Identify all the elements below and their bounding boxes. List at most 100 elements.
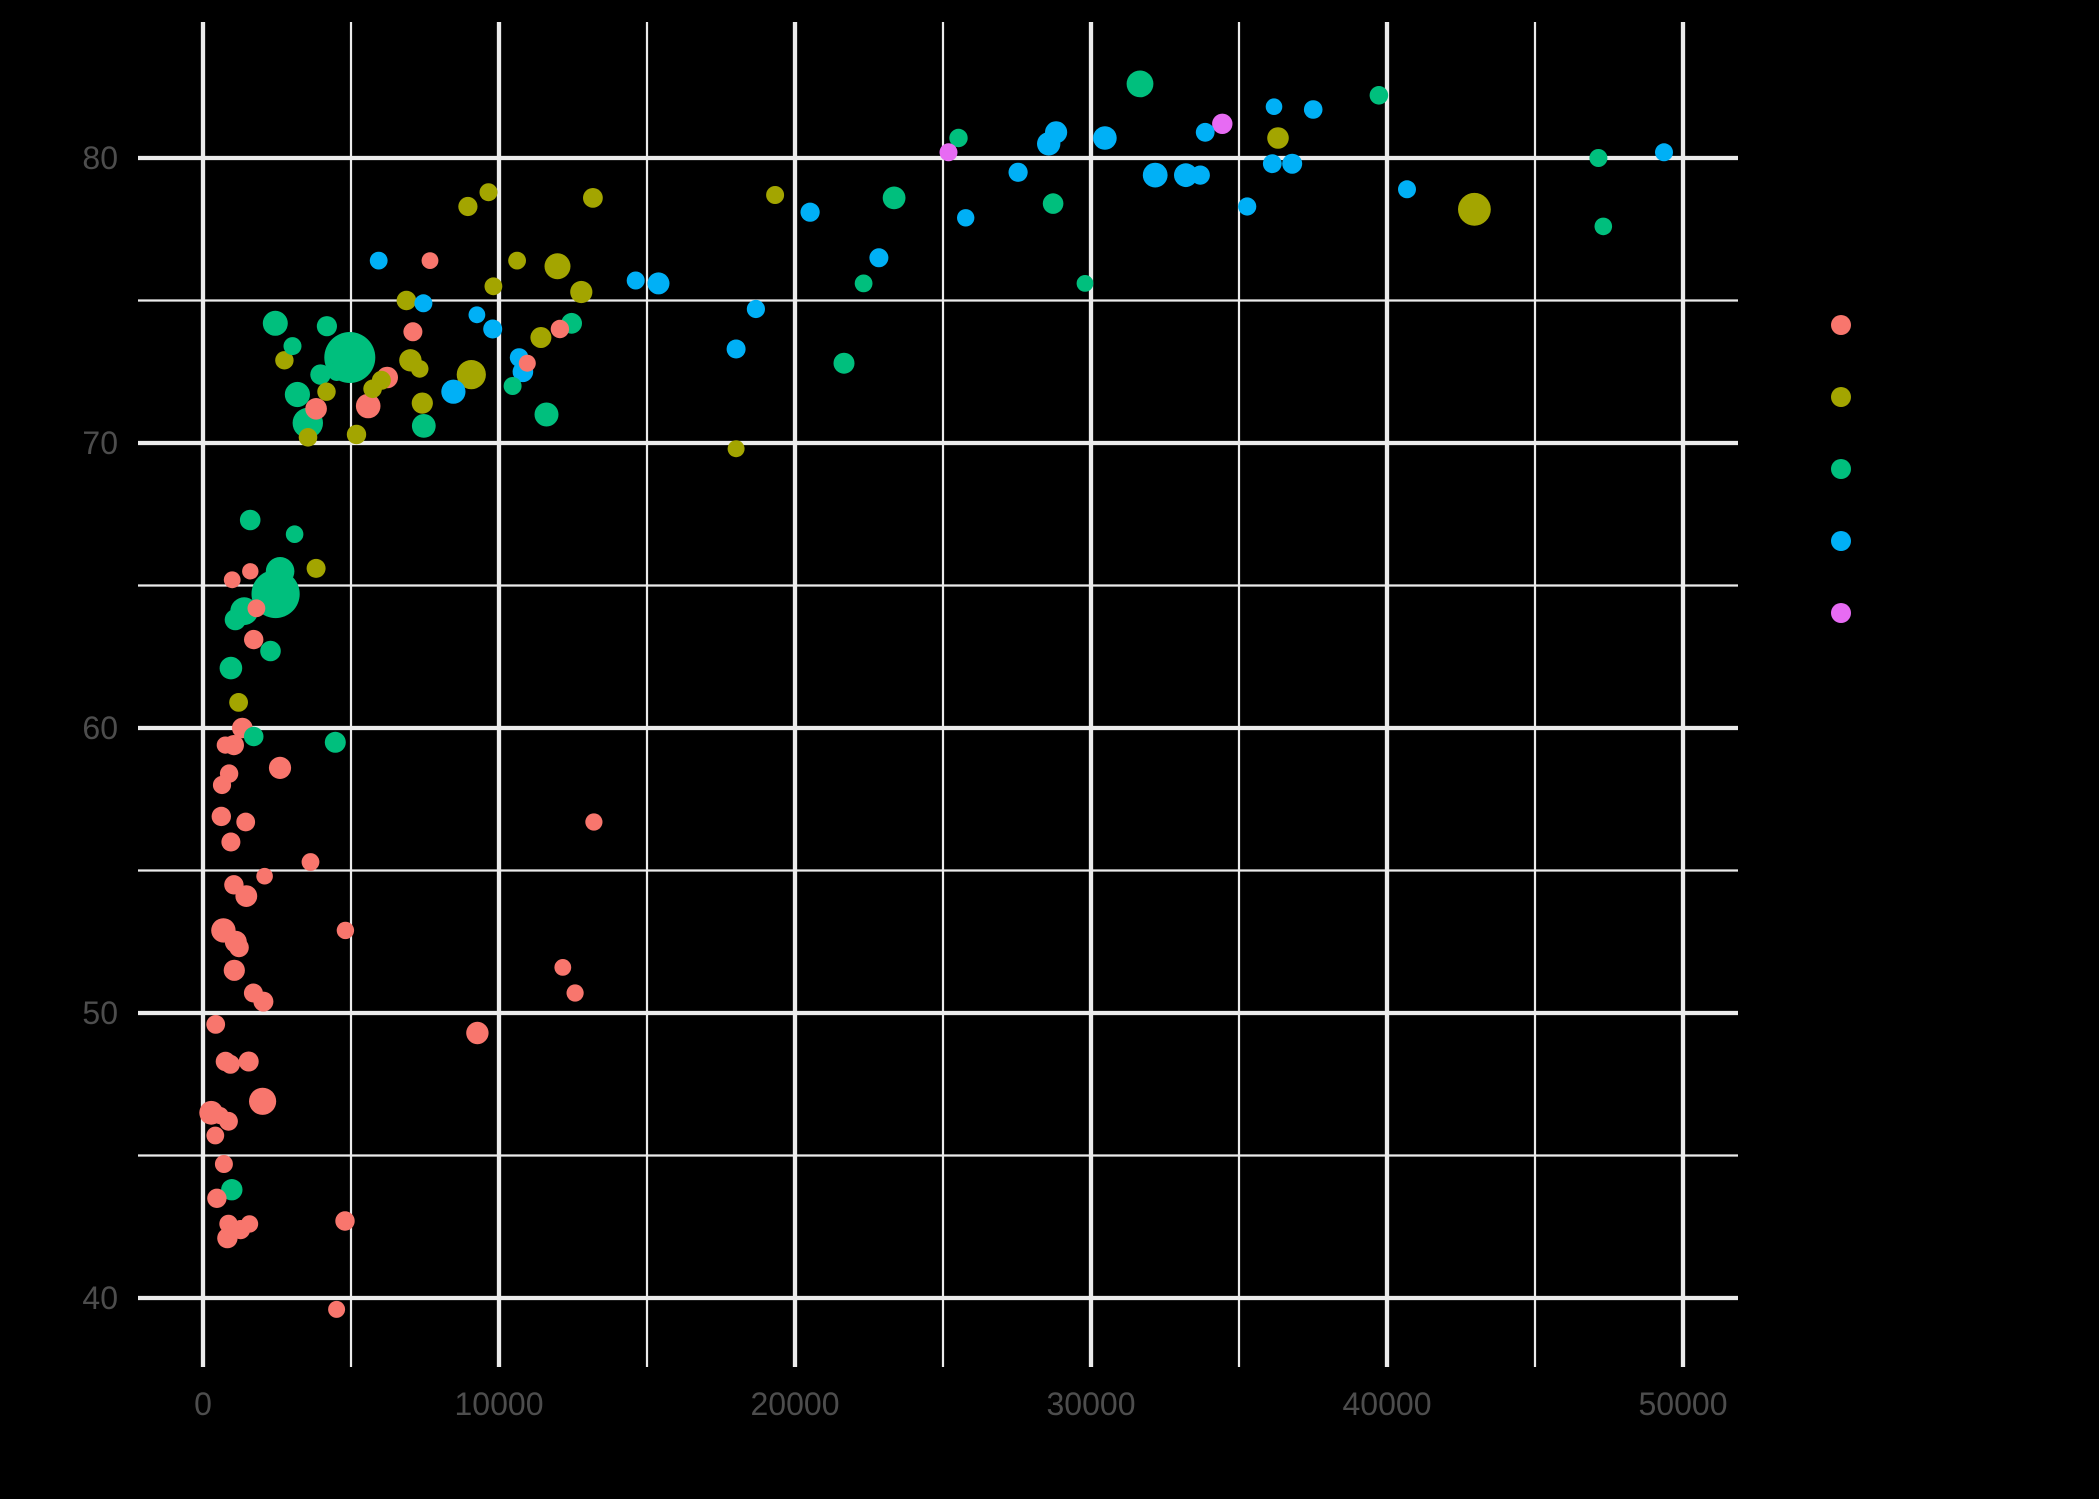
x-tick-label: 10000 — [455, 1386, 544, 1422]
data-point-americas — [570, 280, 593, 304]
data-point-asia — [324, 731, 346, 753]
data-point-americas — [544, 253, 571, 280]
data-point-europe — [647, 272, 670, 295]
data-point-europe — [1093, 126, 1117, 150]
data-point-europe — [746, 299, 766, 319]
data-point-americas — [766, 186, 785, 204]
data-point-asia — [1594, 217, 1613, 236]
data-point-africa — [240, 1215, 259, 1233]
data-point-africa — [223, 959, 245, 981]
data-point-africa — [421, 252, 439, 269]
data-point-asia — [1042, 193, 1064, 214]
data-point-asia — [285, 525, 304, 543]
data-point-europe — [414, 294, 433, 313]
data-point-africa — [211, 806, 231, 827]
y-tick-label: 60 — [82, 710, 118, 746]
data-point-americas — [346, 424, 367, 445]
data-point-africa — [328, 1300, 346, 1318]
data-point-europe — [1008, 162, 1028, 182]
data-point-asia — [262, 310, 288, 336]
y-axis: 40 50 60 70 80 — [82, 140, 118, 1316]
data-point-africa — [336, 921, 355, 940]
data-point-africa — [466, 1021, 489, 1045]
data-point-asia — [503, 377, 522, 395]
data-point-africa — [238, 1051, 259, 1072]
data-point-africa — [229, 937, 249, 958]
data-point-africa — [207, 1188, 227, 1209]
data-point-africa — [219, 1214, 238, 1234]
data-point-africa — [403, 322, 423, 342]
data-point-africa — [206, 1015, 226, 1034]
data-point-americas — [317, 382, 336, 401]
y-tick-label: 80 — [82, 140, 118, 176]
data-point-africa — [301, 853, 320, 871]
data-point-africa — [243, 983, 263, 1003]
data-point-asia — [1076, 275, 1094, 292]
data-point-americas — [456, 360, 486, 390]
data-point-africa — [247, 599, 266, 618]
data-point-americas — [411, 392, 433, 414]
data-point-americas — [458, 196, 478, 217]
data-point-asia — [219, 656, 243, 680]
data-point-africa — [585, 813, 603, 831]
data-point-americas — [583, 188, 603, 208]
data-point-africa — [236, 812, 256, 832]
data-point-africa — [220, 1054, 240, 1074]
data-point-africa — [256, 867, 273, 885]
data-point-europe — [1190, 165, 1210, 185]
x-tick-label: 50000 — [1639, 1386, 1728, 1422]
legend — [1831, 315, 1851, 623]
data-point-asia — [224, 609, 246, 631]
data-point-oceania — [1212, 113, 1233, 134]
data-point-europe — [1176, 168, 1195, 188]
data-point-europe — [726, 339, 746, 359]
data-point-africa — [550, 319, 570, 339]
major-gridlines — [138, 22, 1738, 1367]
data-point-africa — [212, 775, 232, 795]
data-point-africa — [249, 1087, 277, 1115]
data-point-asia — [316, 316, 337, 337]
data-point-europe — [957, 209, 975, 227]
data-point-asia — [283, 337, 302, 356]
data-point-americas — [1458, 192, 1491, 226]
data-point-africa — [223, 571, 241, 589]
data-point-americas — [479, 183, 498, 202]
data-point-asia — [411, 414, 436, 438]
data-point-europe — [1265, 98, 1283, 115]
data-point-africa — [305, 398, 327, 420]
x-axis: 0 10000 20000 30000 40000 50000 — [194, 1386, 1727, 1422]
data-point-europe — [1655, 143, 1673, 162]
data-point-africa — [216, 736, 234, 754]
data-point-africa — [566, 984, 584, 1002]
data-point-asia — [854, 274, 873, 293]
data-point-americas — [410, 360, 429, 378]
legend-key-asia — [1831, 459, 1851, 479]
data-point-asia — [833, 352, 855, 374]
data-point-europe — [1262, 154, 1282, 174]
data-point-asia — [882, 186, 906, 210]
legend-key-africa — [1831, 315, 1851, 335]
data-point-asia — [265, 557, 295, 586]
data-point-asia — [534, 402, 559, 427]
data-point-americas — [298, 428, 318, 447]
data-point-africa — [335, 1211, 355, 1231]
x-tick-label: 20000 — [751, 1386, 840, 1422]
data-point-europe — [369, 251, 388, 270]
data-point-asia — [327, 362, 346, 381]
data-point-europe — [468, 306, 486, 324]
data-point-europe — [869, 248, 889, 268]
data-point-americas — [727, 440, 745, 458]
data-point-americas — [508, 251, 526, 270]
data-point-europe — [1282, 153, 1303, 174]
y-tick-label: 50 — [82, 995, 118, 1031]
minor-gridlines — [138, 22, 1738, 1367]
data-point-africa — [355, 393, 381, 419]
data-point-americas — [363, 379, 382, 399]
data-point-asia — [239, 509, 261, 531]
data-point-africa — [214, 1155, 233, 1173]
data-point-americas — [396, 290, 417, 311]
data-point-asia — [949, 128, 968, 148]
data-point-europe — [626, 271, 645, 290]
data-point-africa — [244, 629, 264, 650]
